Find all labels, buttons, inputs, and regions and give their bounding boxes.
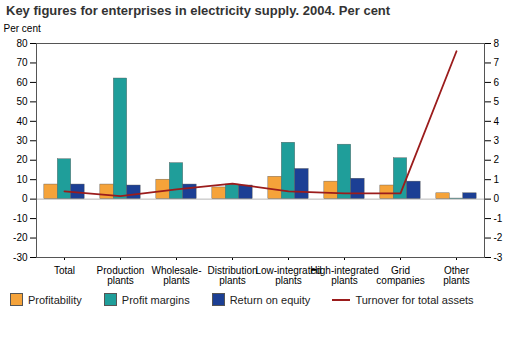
svg-text:-30: -30: [13, 252, 28, 263]
svg-text:70: 70: [16, 57, 28, 68]
svg-text:Gridcompanies: Gridcompanies: [376, 265, 424, 286]
html-text:plants: plants: [275, 274, 302, 286]
svg-text:Wholesale-plants: Wholesale-plants: [151, 265, 201, 286]
svg-text:2: 2: [494, 154, 500, 165]
svg-text:4: 4: [494, 116, 500, 127]
svg-text:Otherplants: Otherplants: [443, 265, 470, 286]
svg-text:10: 10: [16, 174, 28, 185]
svg-text:1: 1: [494, 174, 500, 185]
svg-text:Productionplants: Productionplants: [97, 265, 145, 286]
html-text:Turnover for total assets: Turnover for total assets: [355, 293, 474, 306]
svg-text:6: 6: [494, 77, 500, 88]
svg-text:8: 8: [494, 38, 500, 49]
svg-text:80: 80: [16, 38, 28, 49]
svg-text:-2: -2: [494, 232, 503, 243]
svg-text:20: 20: [16, 154, 28, 165]
svg-text:30: 30: [16, 135, 28, 146]
svg-text:Distributionplants: Distributionplants: [207, 265, 257, 286]
svg-text:5: 5: [494, 96, 500, 107]
svg-text:0: 0: [22, 193, 28, 204]
svg-text:-10: -10: [13, 213, 28, 224]
svg-text:High-integratedplants: High-integratedplants: [310, 265, 378, 286]
svg-text:3: 3: [494, 135, 500, 146]
html-text:Key figures for enterprises in: Key figures for enterprises in electrici…: [6, 3, 391, 18]
html-text:Profitability: Profitability: [28, 293, 82, 306]
html-text:Profit margins: Profit margins: [121, 293, 190, 306]
svg-text:-3: -3: [494, 252, 503, 263]
svg-text:-1: -1: [494, 213, 503, 224]
svg-text:Total: Total: [54, 265, 75, 276]
svg-text:7: 7: [494, 57, 500, 68]
html-text:Return on equity: Return on equity: [229, 293, 311, 306]
html-text:Low-integrated: Low-integrated: [255, 264, 322, 276]
svg-text:50: 50: [16, 96, 28, 107]
svg-text:60: 60: [16, 77, 28, 88]
svg-text:0: 0: [494, 193, 500, 204]
svg-text:Per cent: Per cent: [4, 23, 41, 34]
svg-text:40: 40: [16, 116, 28, 127]
svg-text:-20: -20: [13, 232, 28, 243]
